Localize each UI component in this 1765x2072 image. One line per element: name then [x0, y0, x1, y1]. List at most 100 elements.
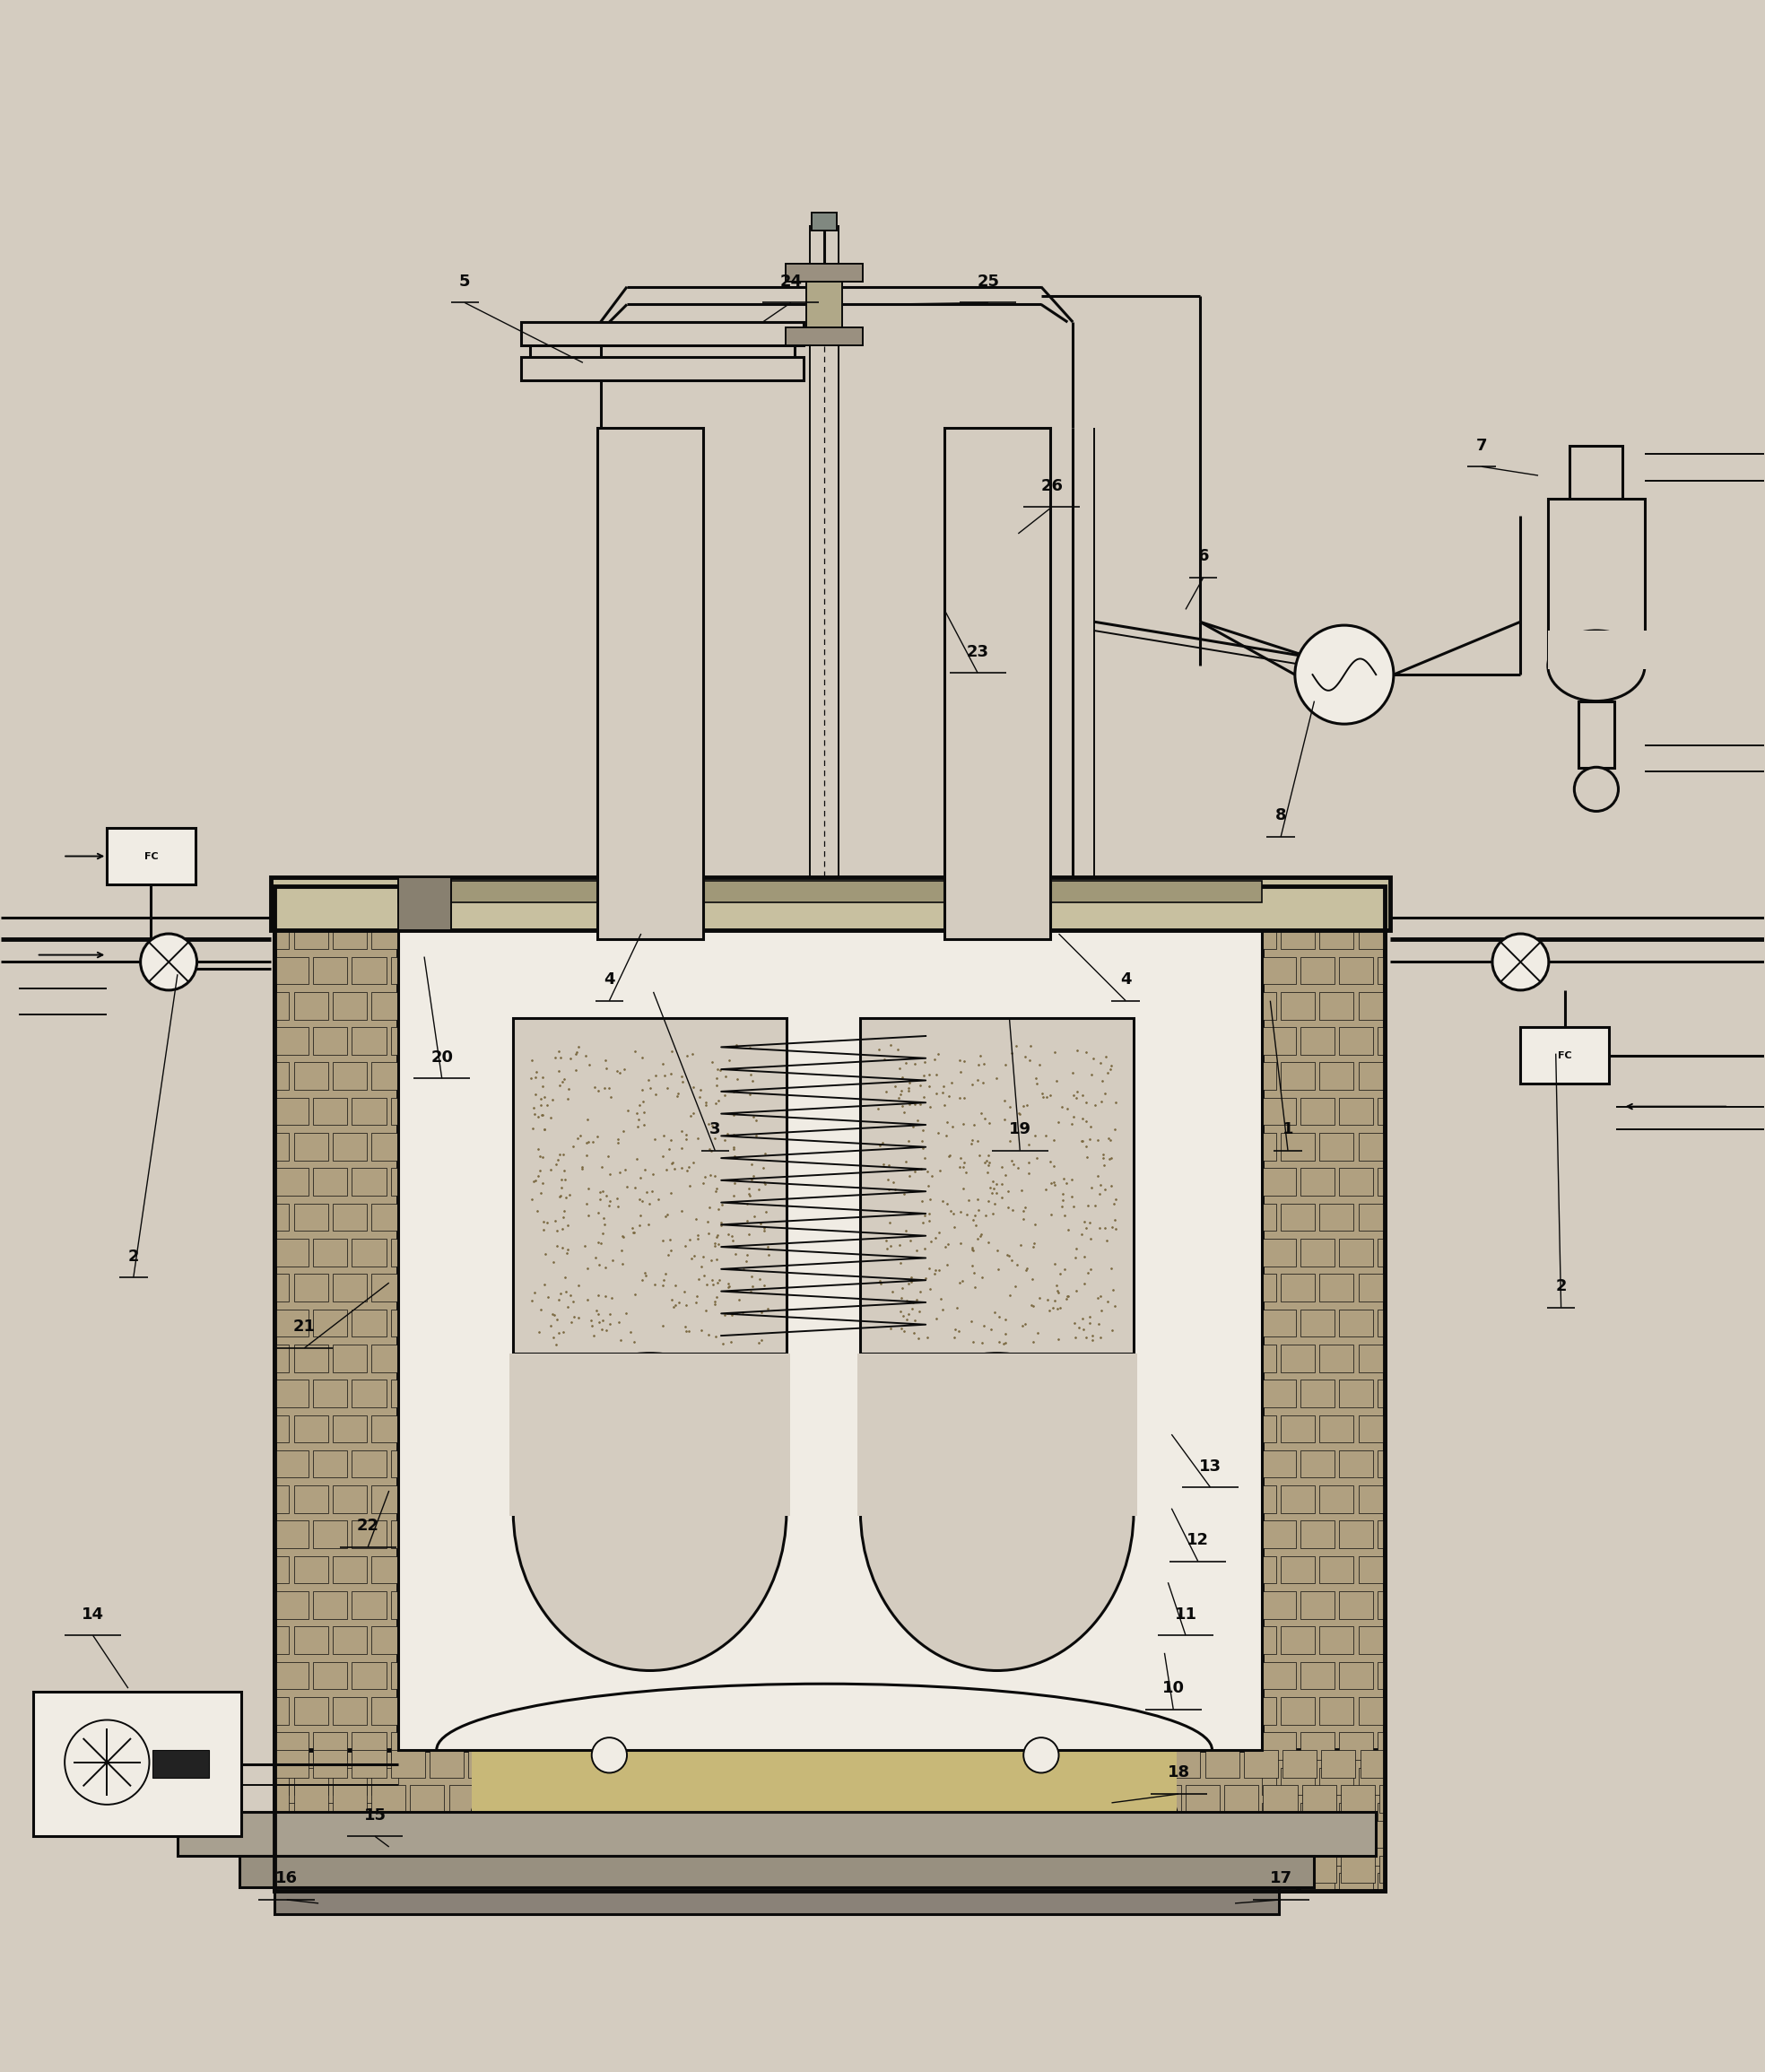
Bar — [332, 1767, 367, 1794]
Bar — [390, 1662, 397, 1689]
Bar — [274, 1345, 289, 1372]
Bar — [1301, 1873, 1334, 1892]
Bar — [837, 1857, 870, 1883]
Bar — [812, 213, 837, 230]
Bar — [1070, 1857, 1103, 1883]
Bar — [521, 356, 803, 381]
Bar — [861, 1017, 1133, 1353]
Bar — [1262, 1133, 1276, 1160]
Bar — [1378, 1873, 1386, 1892]
Bar — [875, 1786, 909, 1813]
Bar — [701, 1821, 734, 1848]
Bar — [1359, 1063, 1386, 1090]
Bar — [1320, 1345, 1354, 1372]
Bar — [1281, 1486, 1315, 1513]
Bar — [371, 1415, 397, 1442]
Bar — [1186, 1857, 1220, 1883]
Bar — [1301, 1803, 1334, 1830]
Bar — [545, 1751, 581, 1778]
Bar — [895, 1751, 928, 1778]
Bar — [371, 1767, 397, 1794]
Text: 14: 14 — [81, 1606, 104, 1622]
Bar — [759, 1786, 792, 1813]
Bar — [397, 881, 1262, 901]
Text: 25: 25 — [978, 274, 999, 290]
Bar — [1359, 1415, 1386, 1442]
Bar — [1262, 957, 1296, 984]
Bar — [1340, 1873, 1373, 1892]
Bar — [293, 1767, 328, 1794]
Bar — [332, 1786, 367, 1813]
Bar — [1262, 1310, 1296, 1336]
Bar — [1262, 1063, 1276, 1090]
Bar — [332, 1486, 367, 1513]
Bar — [681, 1857, 715, 1883]
Bar — [1378, 1662, 1386, 1689]
Bar — [351, 1732, 387, 1759]
Bar — [274, 957, 309, 984]
Bar — [274, 887, 1386, 1892]
Bar — [642, 1857, 678, 1883]
Bar — [332, 992, 367, 1019]
Bar — [397, 887, 1262, 1751]
Bar — [778, 1751, 812, 1778]
Bar — [514, 1017, 787, 1353]
Bar — [545, 1821, 581, 1848]
Text: 16: 16 — [275, 1871, 298, 1888]
Bar — [1359, 992, 1386, 1019]
Bar — [312, 1098, 348, 1125]
Bar — [34, 1691, 242, 1836]
Bar — [274, 1751, 309, 1778]
Bar — [409, 1857, 445, 1883]
Bar — [1262, 1521, 1296, 1548]
Bar — [1264, 1857, 1297, 1883]
Bar — [390, 1380, 397, 1407]
Ellipse shape — [1548, 630, 1645, 700]
Bar — [1378, 887, 1386, 914]
Bar — [934, 1751, 967, 1778]
Bar — [1340, 957, 1373, 984]
Bar — [1283, 1751, 1317, 1778]
Ellipse shape — [861, 1353, 1133, 1670]
Bar — [1340, 1591, 1373, 1618]
Bar — [371, 1204, 397, 1231]
Bar — [274, 992, 289, 1019]
Bar — [274, 1415, 289, 1442]
Text: 11: 11 — [1174, 1606, 1197, 1622]
Bar — [390, 887, 397, 914]
Circle shape — [591, 1738, 627, 1774]
Bar — [274, 1098, 309, 1125]
Bar — [351, 957, 387, 984]
Bar — [487, 1857, 522, 1883]
Text: 15: 15 — [364, 1807, 387, 1823]
Bar — [274, 1767, 289, 1794]
Text: 12: 12 — [1186, 1531, 1209, 1548]
Bar — [1281, 1274, 1315, 1301]
Bar — [274, 887, 397, 1892]
Bar — [1340, 1803, 1373, 1830]
Text: 2: 2 — [1555, 1278, 1567, 1295]
Bar — [1341, 1786, 1375, 1813]
Bar — [1281, 1345, 1315, 1372]
Text: 20: 20 — [431, 1048, 454, 1065]
Ellipse shape — [514, 1353, 787, 1670]
Bar — [332, 1556, 367, 1583]
Text: 10: 10 — [1161, 1680, 1184, 1697]
Ellipse shape — [1574, 767, 1619, 812]
Bar — [274, 922, 289, 949]
Bar — [1320, 1838, 1354, 1865]
Bar — [1262, 1627, 1276, 1653]
Bar — [293, 1697, 328, 1724]
Bar — [973, 1751, 1006, 1778]
Bar — [1378, 1098, 1386, 1125]
Bar — [274, 1803, 309, 1830]
Bar — [274, 1169, 309, 1196]
Bar — [312, 1662, 348, 1689]
Bar — [371, 922, 397, 949]
Bar — [1070, 1786, 1103, 1813]
Bar — [526, 1857, 561, 1883]
Bar — [274, 1888, 1280, 1915]
Bar — [1262, 1767, 1276, 1794]
Bar — [1147, 1786, 1181, 1813]
Bar — [1262, 1732, 1296, 1759]
